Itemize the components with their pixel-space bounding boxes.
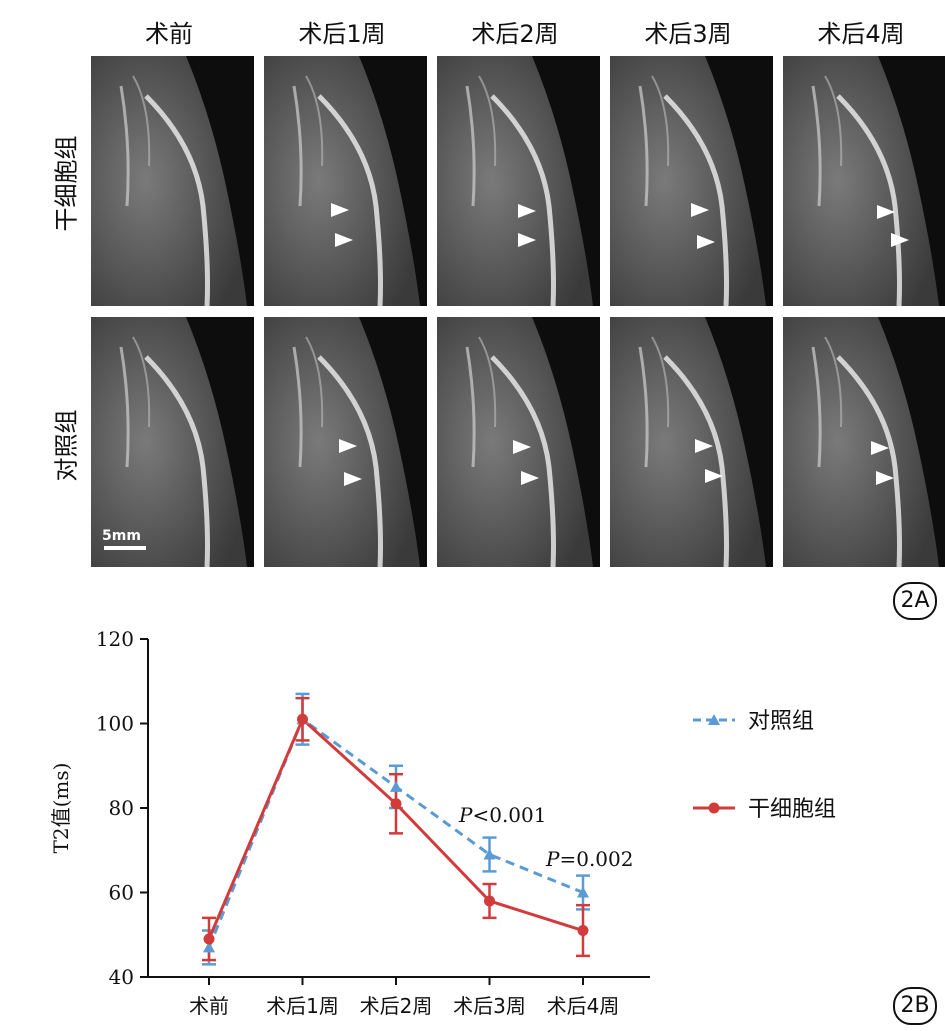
data-point bbox=[483, 848, 496, 860]
data-point bbox=[577, 925, 589, 937]
p-value-annotation: P=0.002 bbox=[545, 847, 633, 871]
arrowhead-marker bbox=[344, 472, 362, 486]
data-point bbox=[484, 895, 495, 907]
x-tick-label: 术后1周 bbox=[266, 994, 339, 1018]
column-header-week1: 术后1周 bbox=[298, 20, 386, 48]
p-value-annotation: P<0.001 bbox=[458, 803, 546, 827]
data-point bbox=[203, 941, 215, 953]
row-label-control: 对照组 bbox=[52, 409, 81, 482]
y-tick-label: 80 bbox=[109, 796, 134, 820]
legend-marker bbox=[708, 802, 720, 814]
column-header-week4: 术后4周 bbox=[817, 20, 905, 48]
data-point bbox=[390, 798, 402, 810]
arrowhead-marker bbox=[891, 233, 909, 247]
y-tick-label: 40 bbox=[109, 965, 134, 989]
arrowhead-marker bbox=[513, 440, 531, 454]
mri-panel bbox=[783, 317, 945, 567]
x-tick-label: 术前 bbox=[189, 994, 229, 1018]
mri-panel bbox=[437, 56, 600, 306]
legend-marker bbox=[708, 714, 720, 725]
arrowhead-marker bbox=[697, 235, 715, 249]
x-tick-label: 术后3周 bbox=[453, 994, 526, 1018]
arrowhead-marker bbox=[331, 203, 349, 217]
mri-panel bbox=[610, 317, 773, 567]
legend-label: 对照组 bbox=[748, 709, 814, 734]
y-axis-label: T2值(ms) bbox=[49, 763, 73, 854]
column-header-preop: 术前 bbox=[145, 20, 193, 48]
arrowhead-marker bbox=[335, 233, 353, 247]
legend-label: 干细胞组 bbox=[748, 797, 836, 822]
y-tick-label: 100 bbox=[96, 712, 134, 736]
arrowhead-marker bbox=[871, 441, 889, 455]
mri-panel bbox=[783, 56, 945, 306]
arrowhead-marker bbox=[521, 471, 539, 485]
x-tick-label: 术后4周 bbox=[547, 994, 620, 1018]
x-tick-label: 术后2周 bbox=[360, 994, 433, 1018]
arrowhead-marker bbox=[691, 203, 709, 217]
arrowhead-marker bbox=[705, 469, 723, 483]
t2-line-chart: 40 60 80 100 120 术前 术后1周 术后2周 术后3周 术后4周 T2值(ms) P<0… bbox=[49, 627, 836, 1018]
y-tick-label: 60 bbox=[109, 881, 134, 905]
panel-tag-2a: 2A bbox=[893, 582, 937, 620]
scale-bar bbox=[104, 546, 146, 550]
column-header-week3: 术后3周 bbox=[644, 20, 732, 48]
data-point bbox=[390, 780, 402, 792]
row-label-stem-cell: 干细胞组 bbox=[52, 135, 81, 232]
mri-panel bbox=[91, 317, 254, 567]
arrowhead-marker bbox=[877, 205, 895, 219]
arrowhead-marker bbox=[876, 471, 894, 485]
mri-panel bbox=[264, 56, 427, 306]
arrowhead-marker bbox=[518, 233, 536, 247]
arrowhead-marker bbox=[518, 204, 536, 218]
mri-panel bbox=[264, 317, 427, 567]
mri-panel bbox=[91, 56, 254, 306]
column-header-week2: 术后2周 bbox=[471, 20, 559, 48]
data-point bbox=[297, 713, 308, 725]
mri-panel bbox=[610, 56, 773, 306]
arrowhead-marker bbox=[339, 439, 357, 453]
scale-bar-label: 5mm bbox=[102, 528, 141, 544]
y-tick-label: 120 bbox=[96, 627, 134, 651]
data-point bbox=[203, 933, 215, 945]
data-point bbox=[577, 886, 589, 898]
arrowhead-marker bbox=[695, 439, 713, 453]
mri-panel bbox=[437, 317, 600, 567]
panel-tag-2b: 2B bbox=[893, 987, 937, 1025]
